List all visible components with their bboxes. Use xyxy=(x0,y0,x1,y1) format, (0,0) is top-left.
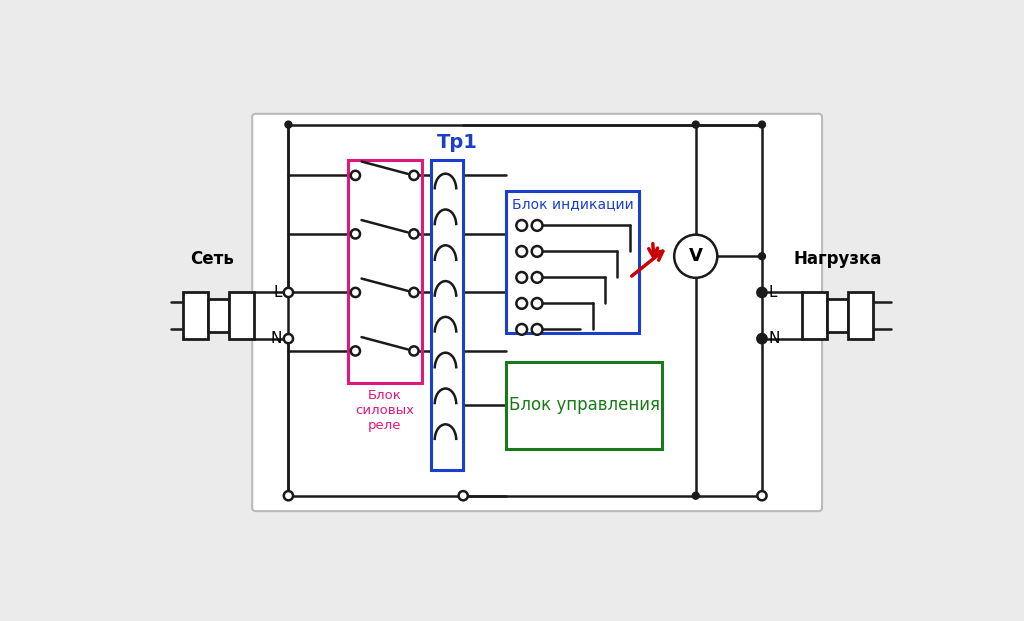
Text: V: V xyxy=(689,247,702,265)
Circle shape xyxy=(285,121,292,128)
Circle shape xyxy=(531,324,543,335)
Circle shape xyxy=(284,288,293,297)
Text: Блок индикации: Блок индикации xyxy=(512,197,634,211)
Circle shape xyxy=(516,220,527,231)
Bar xyxy=(183,292,208,338)
Text: L: L xyxy=(768,285,776,300)
Circle shape xyxy=(531,298,543,309)
Circle shape xyxy=(692,492,699,499)
Bar xyxy=(431,160,463,469)
Circle shape xyxy=(410,347,419,356)
Text: N: N xyxy=(768,331,779,346)
Circle shape xyxy=(758,288,767,297)
Circle shape xyxy=(516,272,527,283)
Text: L: L xyxy=(273,285,283,300)
Text: Блок
силовых
реле: Блок силовых реле xyxy=(355,389,414,432)
Circle shape xyxy=(410,288,419,297)
Circle shape xyxy=(410,171,419,180)
Bar xyxy=(506,191,639,333)
Circle shape xyxy=(759,121,765,128)
Circle shape xyxy=(459,491,468,501)
Circle shape xyxy=(674,235,717,278)
Text: Нагрузка: Нагрузка xyxy=(794,250,882,268)
Circle shape xyxy=(759,492,765,499)
Circle shape xyxy=(759,289,765,296)
Bar xyxy=(848,292,872,338)
Circle shape xyxy=(516,246,527,257)
Bar xyxy=(229,292,254,338)
Bar xyxy=(802,292,826,338)
Circle shape xyxy=(351,347,360,356)
Bar xyxy=(506,361,662,449)
Circle shape xyxy=(531,246,543,257)
Circle shape xyxy=(516,324,527,335)
Circle shape xyxy=(410,229,419,238)
Text: N: N xyxy=(271,331,283,346)
Circle shape xyxy=(284,491,293,501)
Circle shape xyxy=(692,121,699,128)
Circle shape xyxy=(759,335,765,342)
Circle shape xyxy=(285,492,292,499)
Circle shape xyxy=(759,253,765,260)
Circle shape xyxy=(516,298,527,309)
Text: Тр1: Тр1 xyxy=(437,134,478,152)
Circle shape xyxy=(758,334,767,343)
Bar xyxy=(348,160,422,383)
Circle shape xyxy=(531,272,543,283)
Text: Сеть: Сеть xyxy=(190,250,234,268)
Bar xyxy=(826,299,848,332)
Circle shape xyxy=(351,229,360,238)
Circle shape xyxy=(758,491,767,501)
Bar xyxy=(208,299,229,332)
Text: Блок управления: Блок управления xyxy=(509,396,659,414)
FancyBboxPatch shape xyxy=(252,114,822,511)
Circle shape xyxy=(351,288,360,297)
Circle shape xyxy=(284,334,293,343)
Circle shape xyxy=(531,220,543,231)
Circle shape xyxy=(351,171,360,180)
